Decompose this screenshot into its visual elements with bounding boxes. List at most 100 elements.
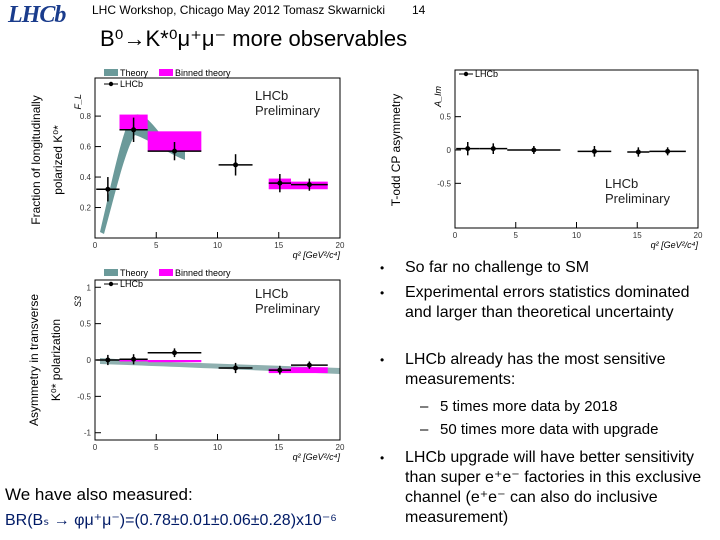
x-tick-label: 5 — [154, 241, 159, 250]
x-tick-label: 15 — [274, 443, 283, 452]
y-tick-label: 0.5 — [80, 320, 92, 329]
legend-swatch — [108, 81, 114, 87]
bullet: LHCb upgrade will have better sensitivit… — [405, 449, 702, 526]
x-tick-label: 10 — [213, 241, 222, 250]
y-tick-label: 0.8 — [80, 112, 92, 121]
data-point — [306, 182, 312, 188]
y-tick-label: 0.6 — [80, 143, 92, 152]
binned-theory — [291, 367, 328, 374]
data-point — [105, 186, 111, 192]
y-tick-label: -0.5 — [77, 392, 91, 401]
bullet: LHCb already has the most sensitive meas… — [405, 351, 666, 388]
sub-dash: – — [420, 398, 429, 415]
watermark: LHCb — [255, 88, 288, 103]
data-point — [105, 357, 111, 363]
data-point — [172, 350, 178, 356]
y-axis-label: Asymmetry in transverse — [27, 294, 41, 426]
legend-label: LHCb — [475, 69, 498, 79]
x-tick-label: 20 — [694, 231, 703, 240]
logo: LHCb — [8, 2, 66, 28]
measured-formula: BR(Bₛ → φμ⁺μ⁻)=(0.78±0.01±0.06±0.28)x10⁻… — [5, 512, 337, 529]
sub-dash: – — [420, 421, 429, 438]
y-tick-label: -1 — [84, 429, 92, 438]
watermark: LHCb — [605, 176, 638, 191]
x-tick-label: 20 — [336, 241, 345, 250]
y-axis-label: Fraction of longitudinally — [29, 95, 43, 224]
x-axis-label: q² [GeV²/c⁴] — [293, 250, 341, 260]
x-tick-label: 5 — [154, 443, 159, 452]
plot-frame — [94, 77, 341, 239]
data-point — [306, 362, 312, 368]
bullet-marker: • — [380, 286, 385, 300]
data-point — [531, 147, 537, 153]
x-axis-label: q² [GeV²/c⁴] — [651, 240, 699, 250]
data-point — [277, 180, 283, 186]
data-point — [131, 356, 137, 362]
y-axis-label: K⁰* polarization — [49, 319, 63, 401]
data-point — [172, 148, 178, 154]
data-point — [490, 146, 496, 152]
bullet-marker: • — [380, 261, 385, 275]
y-tick-label: 0 — [87, 356, 92, 365]
legend-label: Theory — [120, 68, 149, 78]
x-tick-label: 0 — [93, 443, 98, 452]
page-number: 14 — [412, 3, 426, 17]
data-point — [635, 149, 641, 155]
watermark: Preliminary — [255, 301, 321, 316]
watermark: Preliminary — [605, 191, 671, 206]
legend-swatch — [104, 69, 118, 76]
legend-swatch — [108, 281, 114, 287]
legend-swatch — [159, 269, 173, 276]
data-point — [233, 365, 239, 371]
bullet-marker: • — [380, 451, 385, 465]
data-point — [591, 148, 597, 154]
legend-swatch — [104, 269, 118, 276]
x-tick-label: 10 — [572, 231, 581, 240]
y-tick-label: 0.2 — [80, 204, 92, 213]
data-point — [465, 146, 471, 152]
bullet-marker: • — [380, 353, 385, 367]
legend-swatch — [159, 69, 173, 76]
x-tick-label: 15 — [633, 231, 642, 240]
x-tick-label: 5 — [514, 231, 519, 240]
legend-label: Binned theory — [175, 68, 231, 78]
sub-bullet: 5 times more data by 2018 — [440, 398, 618, 415]
x-tick-label: 0 — [453, 231, 458, 240]
legend-label: LHCb — [120, 279, 143, 289]
bullet: Experimental errors statistics dominated… — [405, 284, 690, 321]
watermark: Preliminary — [255, 103, 321, 118]
y-symbol: A_Im — [433, 86, 443, 109]
data-point — [665, 148, 671, 154]
y-axis-label: polarized K⁰* — [51, 125, 65, 195]
legend-label: LHCb — [120, 79, 143, 89]
y-tick-label: 0.5 — [440, 113, 452, 122]
x-tick-label: 15 — [274, 241, 283, 250]
data-point — [131, 127, 137, 133]
bullet: So far no challenge to SM — [405, 259, 590, 276]
x-axis-label: q² [GeV²/c⁴] — [293, 452, 341, 462]
binned-theory — [147, 131, 202, 152]
y-tick-label: 0 — [447, 146, 452, 155]
y-symbol: F_L — [73, 94, 83, 110]
legend-label: Theory — [120, 268, 149, 278]
data-point — [233, 162, 239, 168]
y-tick-label: 0.4 — [80, 173, 92, 182]
y-symbol: S3 — [73, 296, 83, 307]
slide-title: B⁰→K*⁰μ⁺μ⁻ more observables — [100, 26, 408, 51]
watermark: LHCb — [255, 286, 288, 301]
y-tick-label: 1 — [87, 283, 92, 292]
x-tick-label: 20 — [336, 443, 345, 452]
data-point — [277, 367, 283, 373]
legend-swatch — [463, 71, 469, 77]
sub-bullet: 50 times more data with upgrade — [440, 421, 659, 438]
y-axis-label: T-odd CP asymmetry — [389, 94, 403, 206]
y-tick-label: -0.5 — [437, 179, 451, 188]
x-tick-label: 10 — [213, 443, 222, 452]
legend-label: Binned theory — [175, 268, 231, 278]
x-tick-label: 0 — [93, 241, 98, 250]
binned-theory — [147, 360, 202, 363]
measured-intro: We have also measured: — [5, 485, 193, 504]
footer-text: LHC Workshop, Chicago May 2012 Tomasz Sk… — [92, 3, 386, 17]
